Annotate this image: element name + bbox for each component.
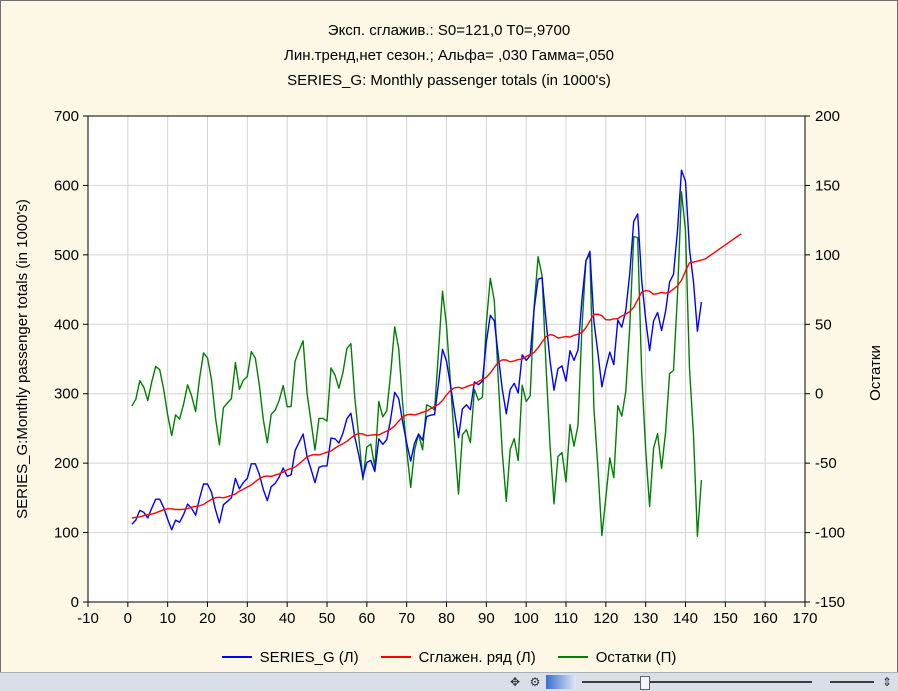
x-tick-label: 50 xyxy=(319,610,336,627)
x-tick-label: 100 xyxy=(514,610,539,627)
x-tick-label: 20 xyxy=(199,610,216,627)
x-tick-label: 130 xyxy=(633,610,658,627)
y2-tick-label: 200 xyxy=(815,108,840,125)
smoothed-line xyxy=(131,233,742,519)
chart-titles: Эксп. сглажив.: S0=121,0 T0=,9700 Лин.тр… xyxy=(0,18,898,93)
x-tick-label: 40 xyxy=(279,610,296,627)
x-tick-label: 80 xyxy=(438,610,455,627)
legend-label-series: SERIES_G (Л) xyxy=(259,648,359,666)
x-tick-label: 10 xyxy=(159,610,176,627)
legend-item-residuals: Остатки (П) xyxy=(557,648,677,666)
legend-swatch-residuals xyxy=(557,656,588,658)
legend-item-series: SERIES_G (Л) xyxy=(221,648,359,666)
title-line-3: SERIES_G: Monthly passenger totals (in 1… xyxy=(287,72,611,89)
x-tick-label: 110 xyxy=(554,610,578,627)
zoom-bar[interactable] xyxy=(546,675,576,689)
x-tick-label: 90 xyxy=(478,610,495,627)
x-tick-label: 140 xyxy=(673,610,698,627)
y2-tick-label: 0 xyxy=(815,386,823,403)
title-line-2: Лин.тренд,нет сезон.; Альфа= ,030 Гамма=… xyxy=(283,47,615,64)
legend: SERIES_G (Л) Сглажен. ряд (Л) Остатки (П… xyxy=(0,644,898,670)
y2-tick-label: 150 xyxy=(815,177,840,194)
x-tick-label: 170 xyxy=(792,610,817,627)
horizontal-slider-track[interactable] xyxy=(582,681,812,683)
x-tick-label: 150 xyxy=(713,610,738,627)
y-tick-label: 200 xyxy=(54,455,79,472)
gear-icon[interactable]: ⚙ xyxy=(529,675,541,689)
horizontal-slider-thumb[interactable] xyxy=(640,676,650,690)
y-tick-label: 600 xyxy=(54,177,79,194)
x-tick-label: 60 xyxy=(358,610,375,627)
y-tick-label: 400 xyxy=(54,316,79,333)
title-line-1: Эксп. сглажив.: S0=121,0 T0=,9700 xyxy=(327,22,571,39)
y-tick-label: 100 xyxy=(54,525,79,542)
y-tick-label: 700 xyxy=(54,108,79,125)
legend-swatch-smoothed xyxy=(380,656,411,658)
series-line xyxy=(131,169,703,531)
y2-tick-label: -50 xyxy=(815,455,837,472)
zoom-slider-track[interactable] xyxy=(830,681,874,683)
y-axis-label: SERIES_G:Monthly passenger totals (in 10… xyxy=(14,199,31,519)
x-tick-label: -10 xyxy=(77,610,99,627)
x-tick-label: 0 xyxy=(124,610,132,627)
y2-tick-label: -100 xyxy=(815,525,845,542)
chevron-up-down-icon[interactable]: ⇕ xyxy=(881,675,893,689)
y2-tick-label: -150 xyxy=(815,594,845,611)
move-icon[interactable]: ✥ xyxy=(509,675,521,689)
legend-label-residuals: Остатки (П) xyxy=(595,648,677,666)
plot-border xyxy=(87,115,806,603)
y2-axis-label: Остатки xyxy=(867,345,884,401)
y2-tick-label: 100 xyxy=(815,247,840,264)
x-tick-label: 70 xyxy=(398,610,415,627)
legend-item-smoothed: Сглажен. ряд (Л) xyxy=(380,648,536,666)
legend-swatch-series xyxy=(221,656,252,658)
x-tick-label: 120 xyxy=(593,610,618,627)
x-tick-label: 160 xyxy=(753,610,778,627)
x-tick-label: 30 xyxy=(239,610,256,627)
y-tick-label: 500 xyxy=(54,247,79,264)
y-tick-label: 300 xyxy=(54,386,79,403)
y-tick-label: 0 xyxy=(71,594,79,611)
chart-toolbar: ✥ ⚙ ⇕ xyxy=(0,672,898,691)
y2-tick-label: 50 xyxy=(815,316,832,333)
legend-label-smoothed: Сглажен. ряд (Л) xyxy=(418,648,536,666)
residuals-line xyxy=(131,191,703,537)
